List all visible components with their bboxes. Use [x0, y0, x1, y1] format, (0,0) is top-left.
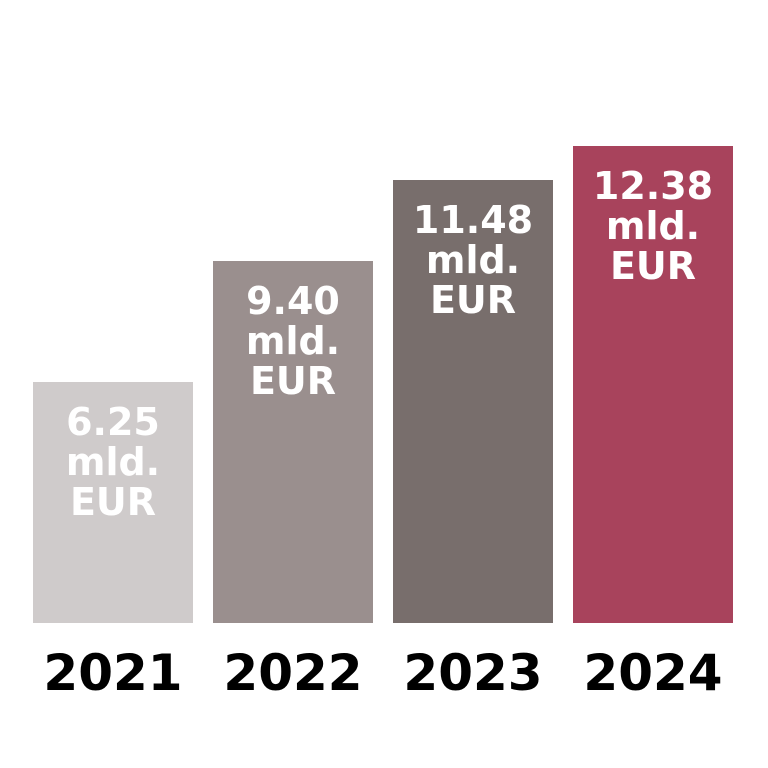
x-tick-label: 2023: [403, 644, 543, 702]
value-label: 12.38 mld. EUR: [592, 163, 714, 288]
bar: 11.48 mld. EUR: [393, 180, 553, 623]
bar: 12.38 mld. EUR: [573, 145, 733, 623]
value-label: 11.48 mld. EUR: [412, 198, 534, 323]
x-tick-label: 2024: [583, 644, 723, 702]
bar: 9.40 mld. EUR: [213, 260, 373, 623]
bar: 6.25 mld. EUR: [33, 382, 193, 623]
value-label: 6.25 mld. EUR: [65, 400, 161, 524]
x-tick-label: 2022: [223, 644, 363, 702]
value-label: 9.40 mld. EUR: [245, 278, 341, 403]
x-tick-label: 2021: [43, 644, 183, 702]
